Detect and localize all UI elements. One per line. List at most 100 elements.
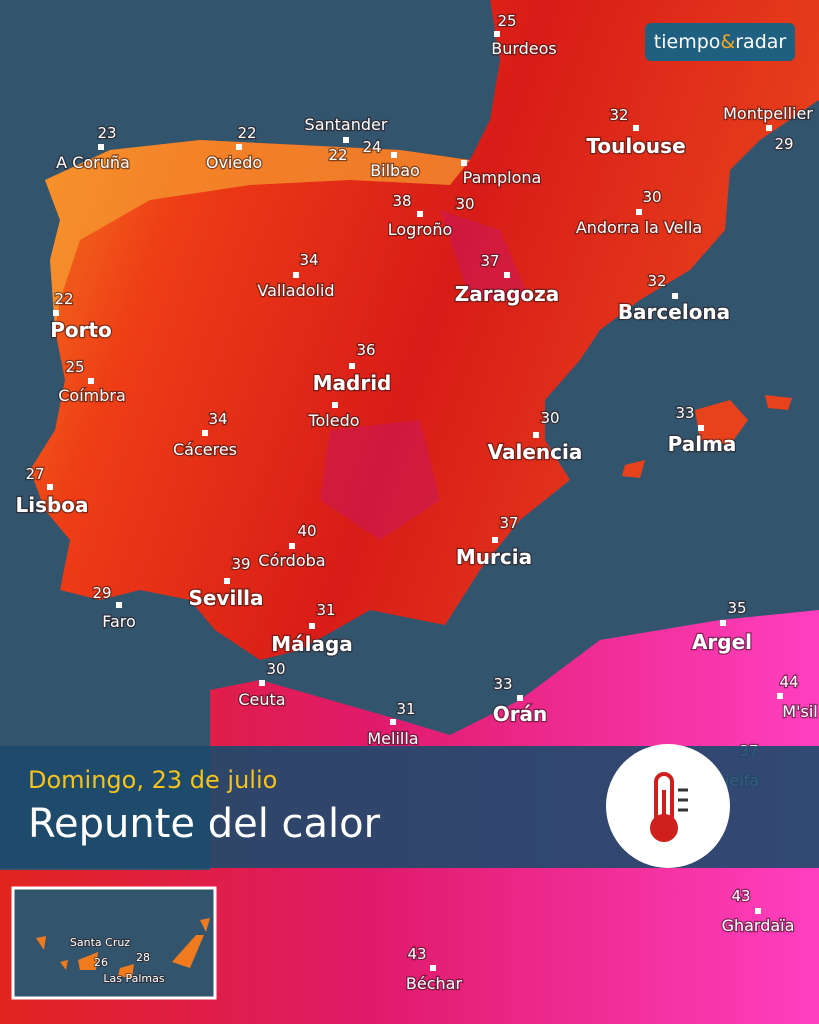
city-name: Cáceres	[173, 440, 237, 459]
city-name: Montpellier	[723, 104, 813, 123]
city-dot	[492, 537, 498, 543]
city-name: Burdeos	[491, 39, 557, 58]
city-name: Ghardaïa	[722, 916, 795, 935]
logo-text: tiempo&radar	[654, 31, 787, 53]
city-name: Bilbao	[370, 161, 420, 180]
city-name: Córdoba	[258, 551, 325, 570]
city-name: Toulouse	[586, 134, 685, 158]
city-temp: 39	[231, 555, 250, 573]
city-name: Santander	[305, 115, 388, 134]
city-name: A Coruña	[56, 153, 130, 172]
city-temp: 30	[540, 409, 559, 427]
city-name: Argel	[692, 630, 752, 654]
city-dot	[259, 680, 265, 686]
city-name: Lisboa	[15, 493, 88, 517]
city-name: Andorra la Vella	[576, 218, 702, 237]
city-dot	[777, 693, 783, 699]
city-temp: 40	[297, 522, 316, 540]
city-dot	[289, 543, 295, 549]
city-dot	[343, 137, 349, 143]
land-mallorca	[622, 395, 792, 478]
city-name: Béchar	[406, 974, 463, 993]
city-name: Málaga	[271, 632, 353, 656]
city-name: Murcia	[456, 545, 532, 569]
city-name: Madrid	[313, 371, 392, 395]
city-dot	[236, 144, 242, 150]
logo-part: tiempo	[654, 31, 721, 53]
city-temp: 25	[497, 12, 516, 30]
city-dot	[494, 31, 500, 37]
city-dot	[88, 378, 94, 384]
banner-date: Domingo, 23 de julio	[28, 766, 277, 794]
city-dot	[672, 293, 678, 299]
banner: Domingo, 23 de julio Repunte del calor	[0, 744, 819, 868]
city-dot	[636, 209, 642, 215]
city-temp: 27	[25, 465, 44, 483]
city-temp: 22	[328, 146, 347, 164]
city-dot	[47, 484, 53, 490]
city-dot	[720, 620, 726, 626]
city-dot	[98, 144, 104, 150]
city-temp: 38	[392, 192, 411, 210]
city-name: Pamplona	[463, 168, 542, 187]
city-dot	[504, 272, 510, 278]
city-name: Barcelona	[618, 300, 730, 324]
city-dot	[390, 719, 396, 725]
logo-part: radar	[735, 31, 786, 53]
city-temp: 31	[396, 700, 415, 718]
thermometer-icon	[650, 772, 688, 842]
city-name: Oviedo	[206, 153, 262, 172]
city-name: Orán	[493, 702, 548, 726]
city-temp: 30	[455, 195, 474, 213]
city-temp: 33	[493, 675, 512, 693]
city-temp: 33	[675, 404, 694, 422]
city-dot	[332, 402, 338, 408]
logo: tiempo&radar	[645, 23, 795, 61]
city-temp: 34	[299, 251, 318, 269]
city-dot	[633, 125, 639, 131]
city-temp: 35	[727, 599, 746, 617]
city-dot	[533, 432, 539, 438]
city-dot	[293, 272, 299, 278]
city-name: Ceuta	[238, 690, 285, 709]
logo-part: &	[720, 31, 735, 53]
city-name: Valencia	[488, 440, 583, 464]
city-temp: 22	[54, 290, 73, 308]
city-name: Porto	[50, 318, 112, 342]
banner-title: Repunte del calor	[28, 801, 381, 847]
logo-bg	[645, 23, 795, 61]
city-dot	[391, 152, 397, 158]
city-temp: 44	[779, 673, 798, 691]
city-temp: 32	[609, 106, 628, 124]
city-dot	[766, 125, 772, 131]
city-name: M'sil	[782, 702, 817, 721]
city-temp: 29	[92, 584, 111, 602]
city-temp: 37	[480, 252, 499, 270]
icon-circle	[606, 744, 730, 868]
land-heat-core	[320, 210, 530, 540]
city-dot	[53, 310, 59, 316]
city-name: Melilla	[367, 729, 418, 748]
city-dot	[224, 578, 230, 584]
canary-inset: Santa Cruz 26 28 Las Palmas	[11, 886, 217, 1000]
city-dot	[517, 695, 523, 701]
city-dot	[755, 908, 761, 914]
city-temp: 29	[774, 135, 793, 153]
city-temp: 36	[356, 341, 375, 359]
city-dot	[116, 602, 122, 608]
city-dot	[202, 430, 208, 436]
city-temp: 43	[731, 887, 750, 905]
inset-city-name: Las Palmas	[103, 972, 164, 985]
city-name: Toledo	[307, 411, 359, 430]
land-north-coast	[45, 140, 470, 330]
inset-city-temp: 28	[136, 951, 150, 964]
inset-islands	[36, 918, 210, 978]
city-name: Valladolid	[257, 281, 334, 300]
city-temp: 25	[65, 358, 84, 376]
city-temp: 32	[647, 272, 666, 290]
city-temp: 23	[97, 124, 116, 142]
city-temp: 43	[407, 945, 426, 963]
inset-city-temp: 26	[94, 956, 108, 969]
inset-city-name: Santa Cruz	[70, 936, 130, 949]
